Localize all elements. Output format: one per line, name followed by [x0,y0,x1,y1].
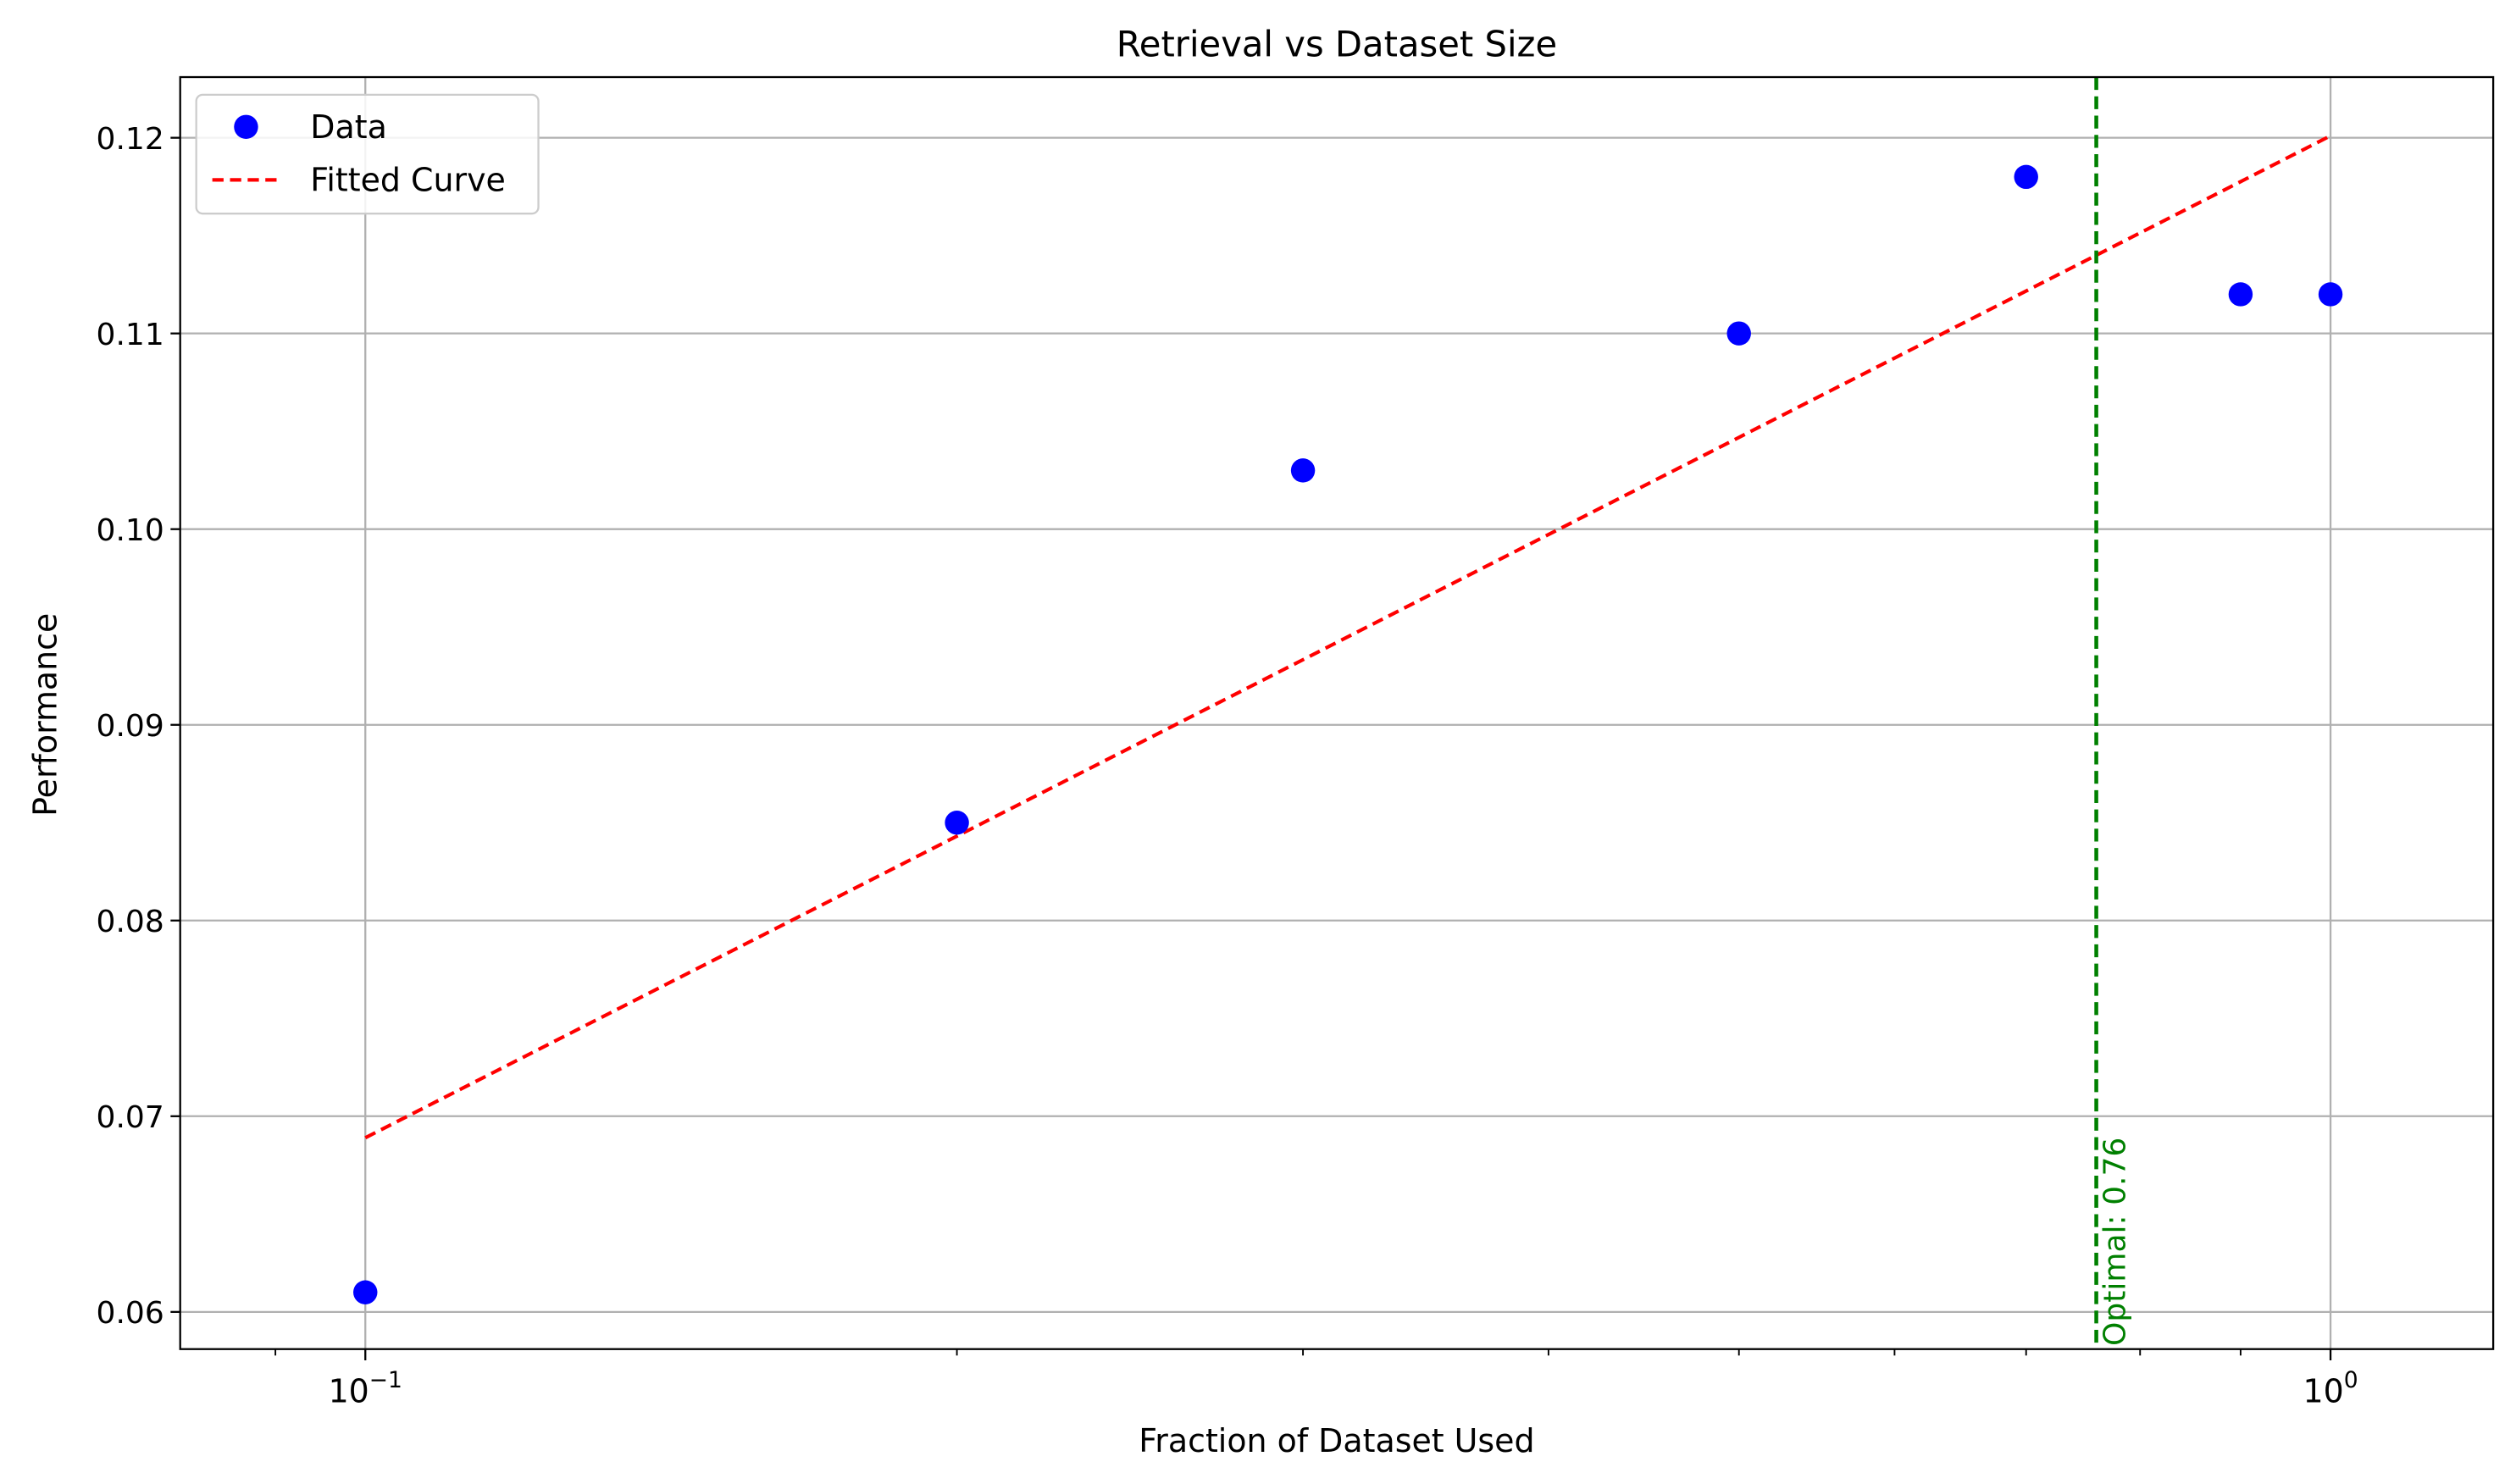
legend-marker-data [234,114,258,140]
data-point [1726,321,1751,346]
data-point [1290,458,1316,483]
data-point [2014,164,2038,190]
y-tick-label: 0.07 [97,1100,164,1135]
y-tick-label: 0.09 [97,709,164,744]
data-point [2318,282,2343,307]
x-tick-label: 10−1 [329,1367,402,1409]
optimal-label: Optimal: 0.76 [2098,1138,2133,1346]
y-tick-label: 0.06 [97,1296,164,1331]
y-tick-label: 0.08 [97,905,164,939]
y-axis-label: Performance [27,613,64,817]
plot-marks: Optimal: 0.76 [353,77,2343,1349]
y-tick-label: 0.11 [97,318,164,352]
data-point [945,811,969,835]
fitted-curve-line [364,134,2332,1140]
chart-title: Retrieval vs Dataset Size [1117,23,1557,64]
data-point [353,1280,378,1304]
legend: Data Fitted Curve [195,93,540,215]
axes-frame [179,75,2495,1350]
x-tick-label: 100 [2303,1367,2358,1409]
legend-label-data: Data [310,108,387,146]
y-tick-label: 0.10 [97,513,164,548]
legend-label-fit: Fitted Curve [310,162,506,199]
axis-ticks: 0.06 0.07 0.08 0.09 0.10 0.11 0.12 10−1 100 [97,122,2358,1409]
x-axis-label: Fraction of Dataset Used [1139,1422,1534,1459]
data-point [2228,282,2253,307]
y-tick-label: 0.12 [97,122,164,157]
grid [180,77,2494,1349]
legend-box [195,93,540,215]
